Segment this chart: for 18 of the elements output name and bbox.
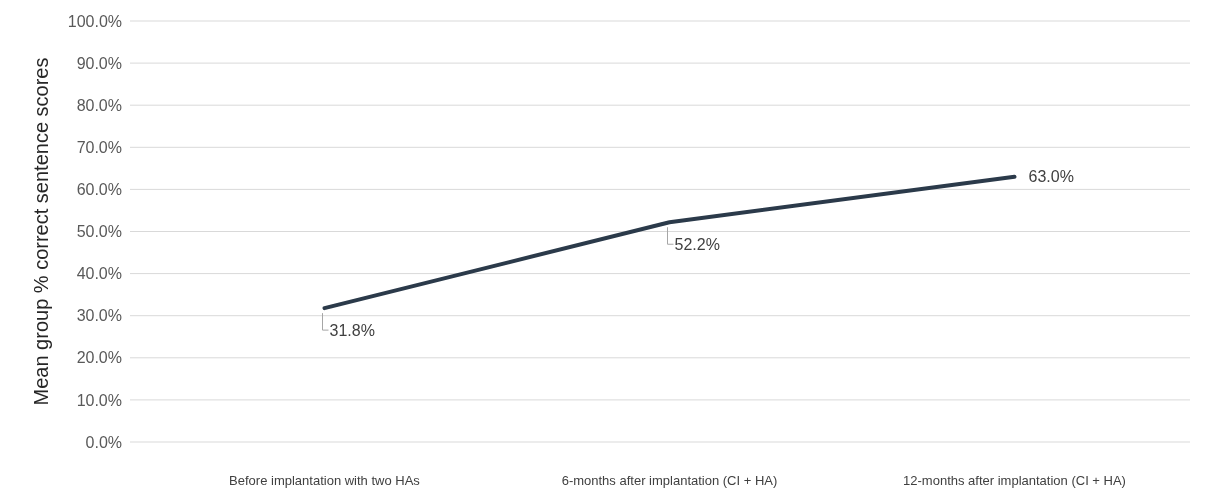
y-tick-label: 60.0% <box>76 181 122 198</box>
y-tick-label: 0.0% <box>85 433 122 451</box>
y-axis-title: Mean group % correct sentence scores <box>30 57 52 406</box>
data-label: 63.0% <box>1028 167 1074 185</box>
y-tick-label: 90.0% <box>76 54 122 72</box>
y-tick-label: 80.0% <box>76 96 122 114</box>
x-tick-label: 12-months after implantation (CI + HA) <box>903 473 1126 488</box>
y-tick-label: 10.0% <box>76 391 122 409</box>
data-label: 52.2% <box>674 236 720 254</box>
y-tick-label: 100.0% <box>67 12 122 30</box>
data-label: 31.8% <box>329 322 375 340</box>
y-tick-label: 70.0% <box>76 138 122 156</box>
y-tick-label: 30.0% <box>76 307 122 325</box>
y-tick-label: 50.0% <box>76 223 122 241</box>
x-tick-label: 6-months after implantation (CI + HA) <box>561 473 778 488</box>
y-tick-label: 20.0% <box>76 349 122 367</box>
y-tick-label: 40.0% <box>76 265 122 283</box>
x-tick-label: Before implantation with two HAs <box>229 473 421 488</box>
